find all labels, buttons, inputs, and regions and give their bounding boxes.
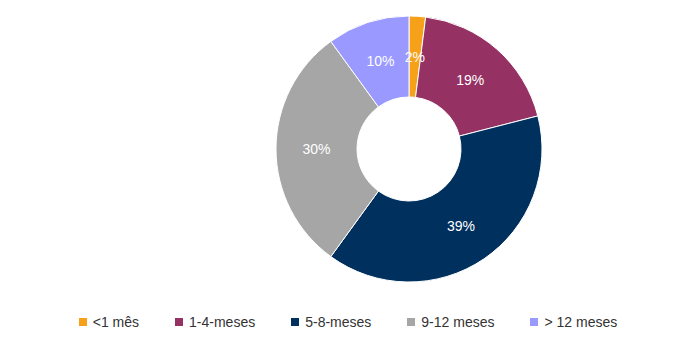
html-text:5-8-meses: 5-8-meses <box>305 314 372 330</box>
svg-text:30%: 30% <box>302 141 330 157</box>
svg-text:19%: 19% <box>456 72 484 88</box>
html-text:1-4-meses: 1-4-meses <box>189 314 256 330</box>
html-text:> 12 meses: > 12 meses <box>544 314 618 330</box>
svg-text:10%: 10% <box>366 53 394 69</box>
html-text:<1 mês: <1 mês <box>92 314 139 330</box>
svg-text:2%: 2% <box>405 49 425 65</box>
svg-text:39%: 39% <box>447 218 475 234</box>
html-text:9-12 meses: 9-12 meses <box>421 314 495 330</box>
